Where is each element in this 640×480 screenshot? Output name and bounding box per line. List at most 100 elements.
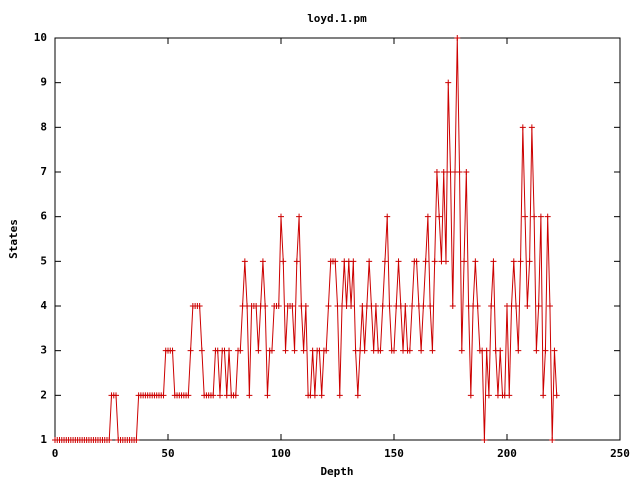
point — [490, 258, 497, 265]
point — [436, 213, 443, 220]
y-tick-label: 6 — [40, 210, 47, 223]
point — [318, 392, 325, 399]
point — [528, 124, 535, 131]
point — [546, 303, 553, 309]
point — [366, 258, 373, 265]
x-tick-label: 250 — [610, 447, 630, 460]
point — [461, 258, 468, 265]
point — [255, 347, 262, 354]
x-tick-label: 200 — [497, 447, 517, 460]
point — [185, 392, 192, 399]
point — [259, 258, 266, 265]
point — [517, 258, 524, 265]
point — [268, 347, 275, 354]
point — [427, 303, 434, 309]
y-tick-label: 4 — [40, 299, 47, 312]
point — [246, 392, 253, 399]
y-tick-label: 8 — [40, 120, 47, 133]
point — [336, 392, 343, 399]
point — [472, 258, 479, 265]
point — [198, 347, 205, 354]
point — [278, 213, 284, 220]
point — [311, 392, 318, 399]
point — [293, 258, 300, 265]
data-line — [55, 37, 558, 441]
point — [354, 392, 361, 399]
point — [296, 213, 303, 220]
y-tick-label: 2 — [40, 388, 47, 401]
point — [323, 347, 330, 354]
point — [413, 258, 420, 265]
point — [506, 392, 513, 399]
point — [169, 347, 176, 354]
point — [113, 392, 120, 399]
point — [544, 213, 551, 220]
point — [522, 213, 529, 220]
point — [424, 213, 431, 220]
point — [300, 347, 307, 354]
point — [232, 392, 239, 399]
x-tick-label: 0 — [52, 447, 59, 460]
point — [196, 303, 203, 309]
point — [348, 303, 355, 309]
point — [282, 347, 289, 354]
point — [524, 303, 531, 309]
point — [289, 303, 296, 309]
y-tick-label: 3 — [40, 344, 47, 357]
point — [325, 303, 332, 309]
point — [510, 258, 517, 265]
point — [537, 213, 544, 220]
point — [531, 213, 538, 220]
point — [264, 392, 271, 399]
point — [456, 169, 463, 175]
point — [526, 258, 533, 265]
point — [551, 347, 558, 354]
point — [291, 347, 298, 354]
point — [454, 35, 461, 41]
x-tick-label: 150 — [384, 447, 404, 460]
point — [379, 303, 386, 309]
point — [133, 437, 140, 443]
point — [377, 347, 384, 354]
point — [535, 303, 542, 309]
point — [381, 258, 388, 265]
point — [463, 169, 470, 175]
point — [431, 258, 438, 265]
y-tick-label: 1 — [40, 433, 47, 446]
y-tick-label: 5 — [40, 254, 47, 267]
y-tick-label: 10 — [34, 31, 47, 44]
point — [391, 347, 397, 354]
plot-border — [54, 37, 621, 441]
x-tick-label: 50 — [161, 447, 174, 460]
point — [372, 303, 379, 309]
point — [519, 124, 526, 131]
point — [418, 347, 425, 354]
point — [445, 79, 452, 86]
point — [422, 258, 429, 265]
point — [481, 437, 488, 443]
point — [386, 303, 393, 309]
point — [275, 303, 282, 309]
point — [406, 347, 413, 354]
point — [187, 347, 194, 354]
point — [440, 169, 447, 175]
x-tick-label: 100 — [271, 447, 291, 460]
point — [241, 258, 248, 265]
point — [540, 392, 547, 399]
point — [549, 437, 556, 443]
point — [395, 258, 402, 265]
point — [485, 392, 492, 399]
point — [302, 303, 309, 309]
point — [497, 347, 504, 354]
point — [553, 392, 560, 399]
point — [515, 347, 522, 354]
point — [106, 437, 113, 443]
y-tick-label: 9 — [40, 76, 47, 89]
point — [216, 392, 223, 399]
point — [449, 303, 456, 309]
point — [467, 392, 474, 399]
point — [160, 392, 167, 399]
chart-title: loyd.1.pm — [307, 12, 367, 25]
